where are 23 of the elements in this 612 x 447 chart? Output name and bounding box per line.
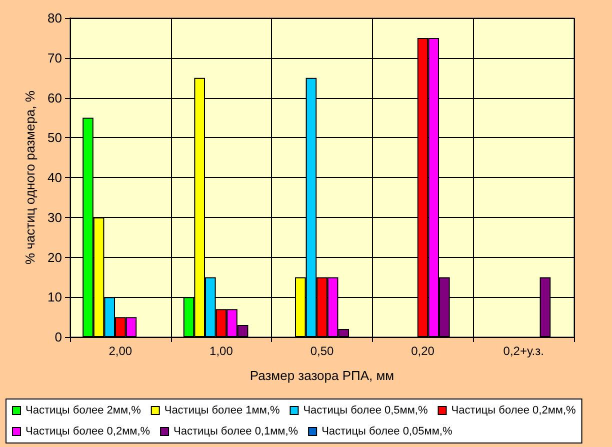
y-tick-label: 10 xyxy=(48,290,62,305)
x-axis-title: Размер зазора РПА, мм xyxy=(250,368,394,383)
legend-label: Частицы более 0,05мм,% xyxy=(322,426,452,438)
y-tick-label: 60 xyxy=(48,90,62,106)
x-tick-label: 0,2+у.з. xyxy=(503,344,544,358)
y-tick-label: 20 xyxy=(48,250,62,265)
legend-label: Частицы более 0,2мм,% xyxy=(451,404,576,416)
x-tick-label: 2,00 xyxy=(108,344,132,358)
x-tick-label: 0,50 xyxy=(310,344,334,358)
legend-label: Частицы более 2мм,% xyxy=(26,404,142,416)
y-tick-label: 40 xyxy=(48,170,62,185)
y-tick-label: 50 xyxy=(48,130,62,146)
y-tick-label: 80 xyxy=(48,10,62,26)
y-tick-label: 70 xyxy=(48,50,62,66)
legend-label: Частицы более 0,5мм,% xyxy=(303,404,428,416)
y-tick-label: 30 xyxy=(48,210,62,225)
legend-label: Частицы более 0,1мм,% xyxy=(174,426,298,438)
legend-label: Частицы более 0,2мм,% xyxy=(26,426,150,438)
x-tick-label: 0,20 xyxy=(411,344,435,358)
y-axis-title: % частиц одного размера, % xyxy=(22,90,38,264)
legend-label: Частицы более 1мм,% xyxy=(164,404,280,416)
x-tick-label: 1,00 xyxy=(210,344,234,358)
y-tick-label: 0 xyxy=(54,330,62,344)
